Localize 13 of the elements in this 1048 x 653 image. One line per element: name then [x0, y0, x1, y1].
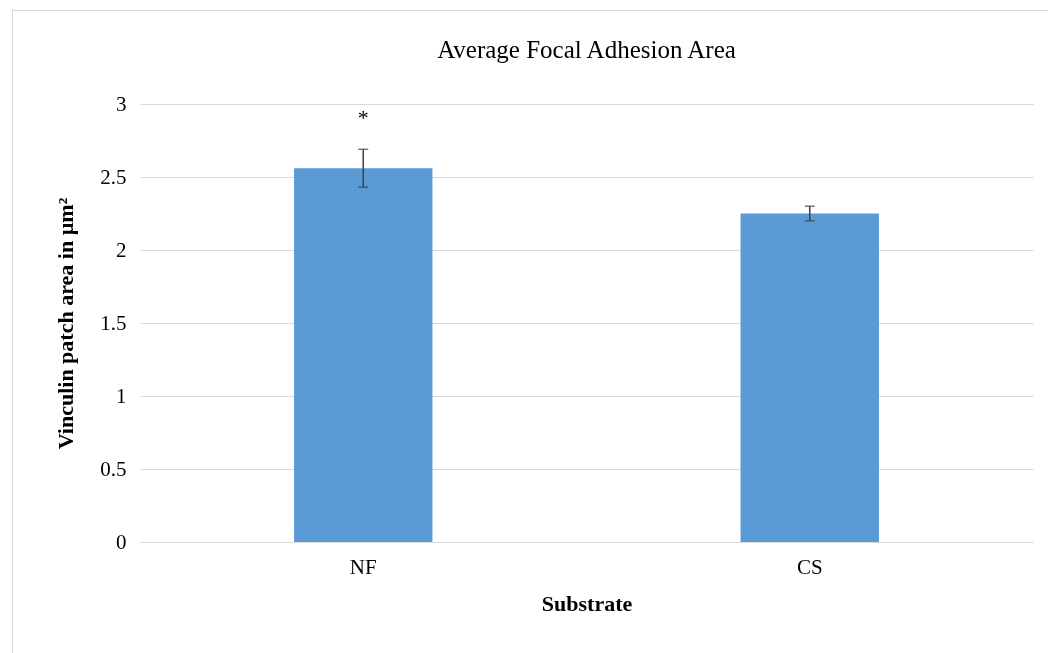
y-tick-label: 1.5	[100, 310, 127, 335]
y-tick-label: 2.5	[100, 164, 127, 189]
y-tick-label: 0	[116, 529, 127, 554]
annotation: *	[357, 105, 369, 130]
x-tick-label: NF	[349, 554, 377, 579]
y-axis-title: Vinculin patch area in µm²	[53, 197, 79, 450]
y-tick-label: 3	[116, 91, 127, 116]
y-tick-label: 1	[116, 383, 127, 408]
x-axis-title: Substrate	[541, 590, 633, 616]
y-tick-label: 2	[116, 237, 127, 262]
y-tick-label: 0.5	[100, 456, 127, 481]
x-tick-label: CS	[796, 554, 823, 579]
chart-title: Average Focal Adhesion Area	[437, 36, 736, 63]
